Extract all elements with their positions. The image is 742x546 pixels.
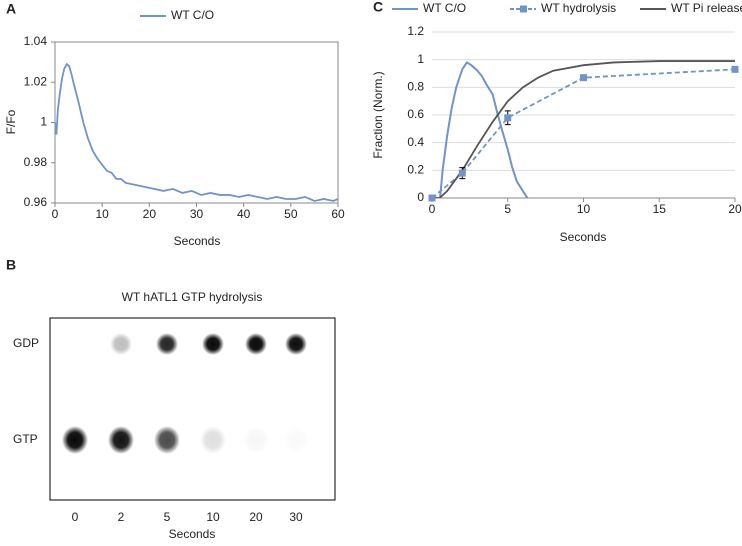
x-tick-label: 0 (52, 207, 59, 221)
marker (458, 169, 466, 177)
legend-label: WT Pi release (671, 1, 742, 15)
legend-label: WT C/O (171, 8, 214, 22)
x-tick-label: 20 (728, 202, 742, 216)
lane-label: 30 (289, 510, 303, 524)
gel-band (64, 333, 86, 355)
lane-label: 20 (249, 510, 263, 524)
gel-band (200, 426, 226, 454)
x-axis-label: Seconds (169, 527, 216, 541)
y-tick-label: 0.2 (407, 163, 424, 177)
y-tick-label: 1.2 (407, 24, 424, 38)
gel-band (110, 333, 132, 355)
series-line (432, 68, 735, 198)
lane-label: 0 (72, 510, 79, 524)
x-tick-label: 5 (504, 202, 511, 216)
chart-title: WT hATL1 GTP hydrolysis (122, 290, 263, 304)
row-label: GDP (13, 336, 39, 350)
gel-band (285, 333, 307, 355)
y-tick-label: 1 (40, 115, 47, 129)
legend-label: WT C/O (423, 1, 466, 15)
plot-area (55, 62, 338, 202)
marker (731, 65, 739, 73)
y-axis-label: F/Fo (4, 109, 18, 134)
y-tick-label: 1 (417, 52, 424, 66)
marker (428, 194, 436, 202)
x-tick-label: 10 (577, 202, 591, 216)
x-tick-label: 50 (284, 207, 298, 221)
x-tick-label: 20 (143, 207, 157, 221)
y-tick-label: 1.04 (24, 34, 48, 48)
legend-marker (520, 5, 527, 13)
x-axis-label: Seconds (560, 230, 607, 244)
panel-label: A (6, 1, 16, 17)
lane-label: 2 (118, 510, 125, 524)
x-tick-label: 60 (331, 207, 345, 221)
lane-label: 5 (164, 510, 171, 524)
gel-band (154, 426, 180, 454)
gel-band (156, 333, 178, 355)
gel-band (108, 426, 134, 454)
x-axis-label: Seconds (174, 234, 221, 248)
y-tick-label: 0.6 (407, 107, 424, 121)
gel-band (245, 333, 267, 355)
plot-frame (54, 41, 339, 204)
lane-label: 10 (206, 510, 220, 524)
x-tick-label: 40 (237, 207, 251, 221)
y-tick-label: 0.96 (24, 195, 48, 209)
y-axis-label: Fraction (Norm.) (371, 71, 385, 158)
gel-band (62, 426, 88, 454)
marker (580, 74, 587, 82)
y-tick-label: 0.8 (407, 80, 424, 94)
gel-band (202, 333, 224, 355)
series-line (55, 62, 338, 202)
x-tick-label: 30 (190, 207, 204, 221)
y-tick-label: 1.02 (24, 74, 48, 88)
x-tick-label: 0 (429, 202, 436, 216)
legend-label: WT hydrolysis (541, 1, 616, 15)
x-tick-label: 10 (95, 207, 109, 221)
series-line (432, 61, 529, 198)
panel-label: C (373, 0, 383, 15)
row-label: GTP (13, 432, 38, 446)
y-tick-label: 0.98 (24, 155, 48, 169)
x-tick-label: 15 (653, 202, 667, 216)
plot-area (432, 60, 735, 198)
series-line (432, 60, 735, 198)
y-tick-label: 0.4 (407, 135, 424, 149)
marker (504, 114, 512, 122)
panel-label: B (6, 257, 16, 273)
gel-band (243, 426, 269, 454)
gel-band (283, 426, 309, 454)
y-tick-label: 0 (417, 190, 424, 204)
